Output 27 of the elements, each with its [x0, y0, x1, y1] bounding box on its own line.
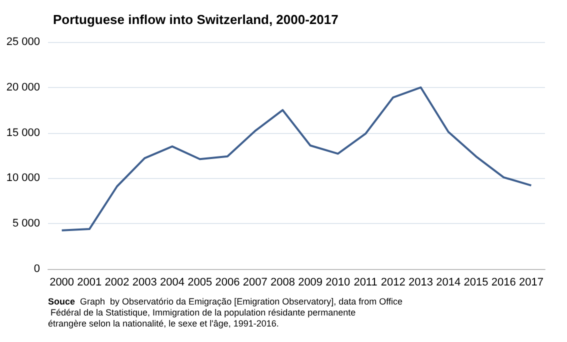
y-tick-label: 15 000 — [6, 126, 40, 139]
x-tick-label: 2010 — [326, 276, 350, 288]
x-tick-label: 2013 — [408, 276, 433, 288]
y-tick-label: 10 000 — [6, 172, 40, 184]
y-tick-label: 0 — [34, 263, 40, 275]
x-tick-label: 2008 — [270, 276, 295, 288]
x-tick-label: 2016 — [491, 276, 516, 288]
x-tick-label: 2001 — [77, 276, 102, 288]
chart-title: Portuguese inflow into Switzerland, 2000-2017 — [53, 12, 338, 27]
x-tick-label: 2006 — [215, 276, 240, 288]
y-tick-label: 5 000 — [12, 218, 40, 230]
x-tick-label: 2003 — [132, 276, 157, 288]
x-tick-label: 2002 — [104, 276, 130, 288]
x-tick-label: 2004 — [160, 276, 184, 288]
x-tick-label: 2000 — [50, 276, 74, 288]
x-tick-label: 2014 — [436, 276, 461, 288]
x-tick-label: 2011 — [354, 276, 378, 288]
x-tick-label: 2017 — [518, 276, 544, 288]
text: Souce Graph by Observatório da Emigração [Emigration Observatory], data from Office Fédéral de la Statistique, Immigration de la population résidante permanente étrangère selon la nationalité, le sexe et l'âge, 1991-2016. — [48, 296, 402, 328]
x-tick-label: 2007 — [242, 276, 268, 288]
x-tick-label: 2009 — [298, 276, 323, 288]
x-tick-label: 2012 — [380, 276, 406, 288]
y-tick-label: 25 000 — [6, 36, 40, 48]
y-tick-label: 20 000 — [6, 81, 40, 94]
x-tick-label: 2015 — [464, 276, 488, 288]
x-tick-label: 2005 — [188, 276, 212, 288]
line-series — [60, 86, 532, 232]
